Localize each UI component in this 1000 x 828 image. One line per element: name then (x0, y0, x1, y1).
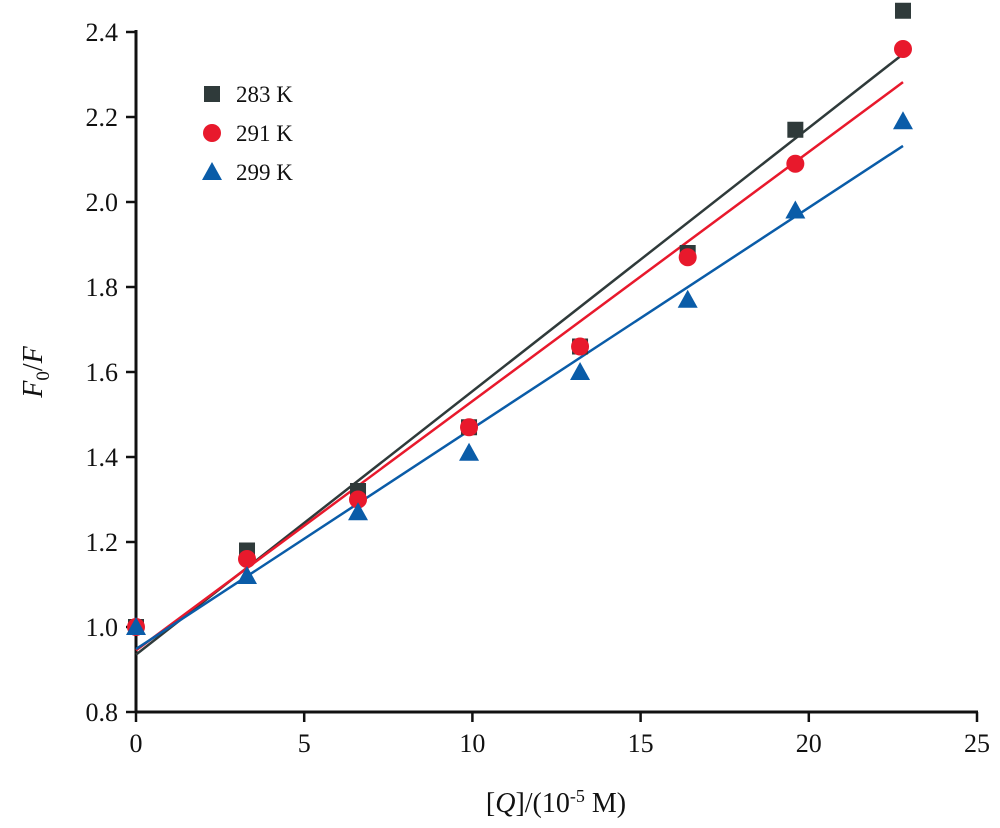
y-tick-label: 0.8 (86, 698, 119, 727)
x-axis-label: [Q]/(10-5 M) (486, 786, 626, 819)
data-point-283K (787, 121, 804, 138)
data-point-299K (237, 566, 258, 584)
legend-label: 299 K (236, 160, 293, 185)
data-point-291K (571, 337, 590, 356)
legend-label: 283 K (236, 82, 293, 107)
data-point-291K (786, 154, 805, 173)
x-tick-label: 15 (628, 729, 654, 758)
data-points (126, 2, 913, 636)
y-tick-label: 1.2 (86, 528, 119, 557)
legend-marker (202, 162, 222, 180)
x-tick-label: 10 (459, 729, 485, 758)
y-tick-label: 1.8 (86, 273, 119, 302)
y-tick-label: 1.4 (86, 443, 119, 472)
data-point-291K (678, 248, 697, 267)
legend-marker (203, 124, 221, 142)
data-point-299K (677, 289, 698, 308)
y-tick-label: 2.0 (86, 188, 119, 217)
y-tick-label: 1.6 (86, 358, 119, 387)
data-point-291K (349, 490, 368, 509)
x-tick-label: 0 (130, 729, 143, 758)
legend-marker (204, 86, 220, 102)
data-point-299K (570, 362, 591, 380)
data-point-299K (892, 111, 913, 130)
data-point-291K (460, 418, 479, 437)
y-tick-label: 1.0 (86, 613, 119, 642)
y-tick-label: 2.4 (86, 18, 119, 47)
data-point-299K (348, 502, 369, 521)
data-point-291K (238, 550, 257, 568)
y-axis-label: F0/F (18, 345, 54, 398)
data-point-291K (893, 40, 912, 58)
x-tick-label: 25 (964, 729, 990, 758)
x-tick-label: 20 (796, 729, 822, 758)
data-point-299K (785, 200, 806, 219)
x-tick-label: 5 (298, 729, 311, 758)
fit-line-291K (135, 81, 904, 652)
data-point-283K (894, 2, 911, 19)
fit-lines (135, 53, 904, 656)
data-point-299K (459, 442, 480, 461)
fit-line-299K (135, 144, 904, 651)
axes: 0 5 10 15 20 25 0.8 1.0 1.2 1.4 1.6 1.8 2.0 2.2 2.4 (86, 18, 991, 758)
legend-label: 291 K (236, 121, 293, 146)
legend: 283 K 291 K 299 K (202, 82, 293, 185)
data-point-299K (126, 617, 146, 635)
y-tick-label: 2.2 (86, 103, 119, 132)
